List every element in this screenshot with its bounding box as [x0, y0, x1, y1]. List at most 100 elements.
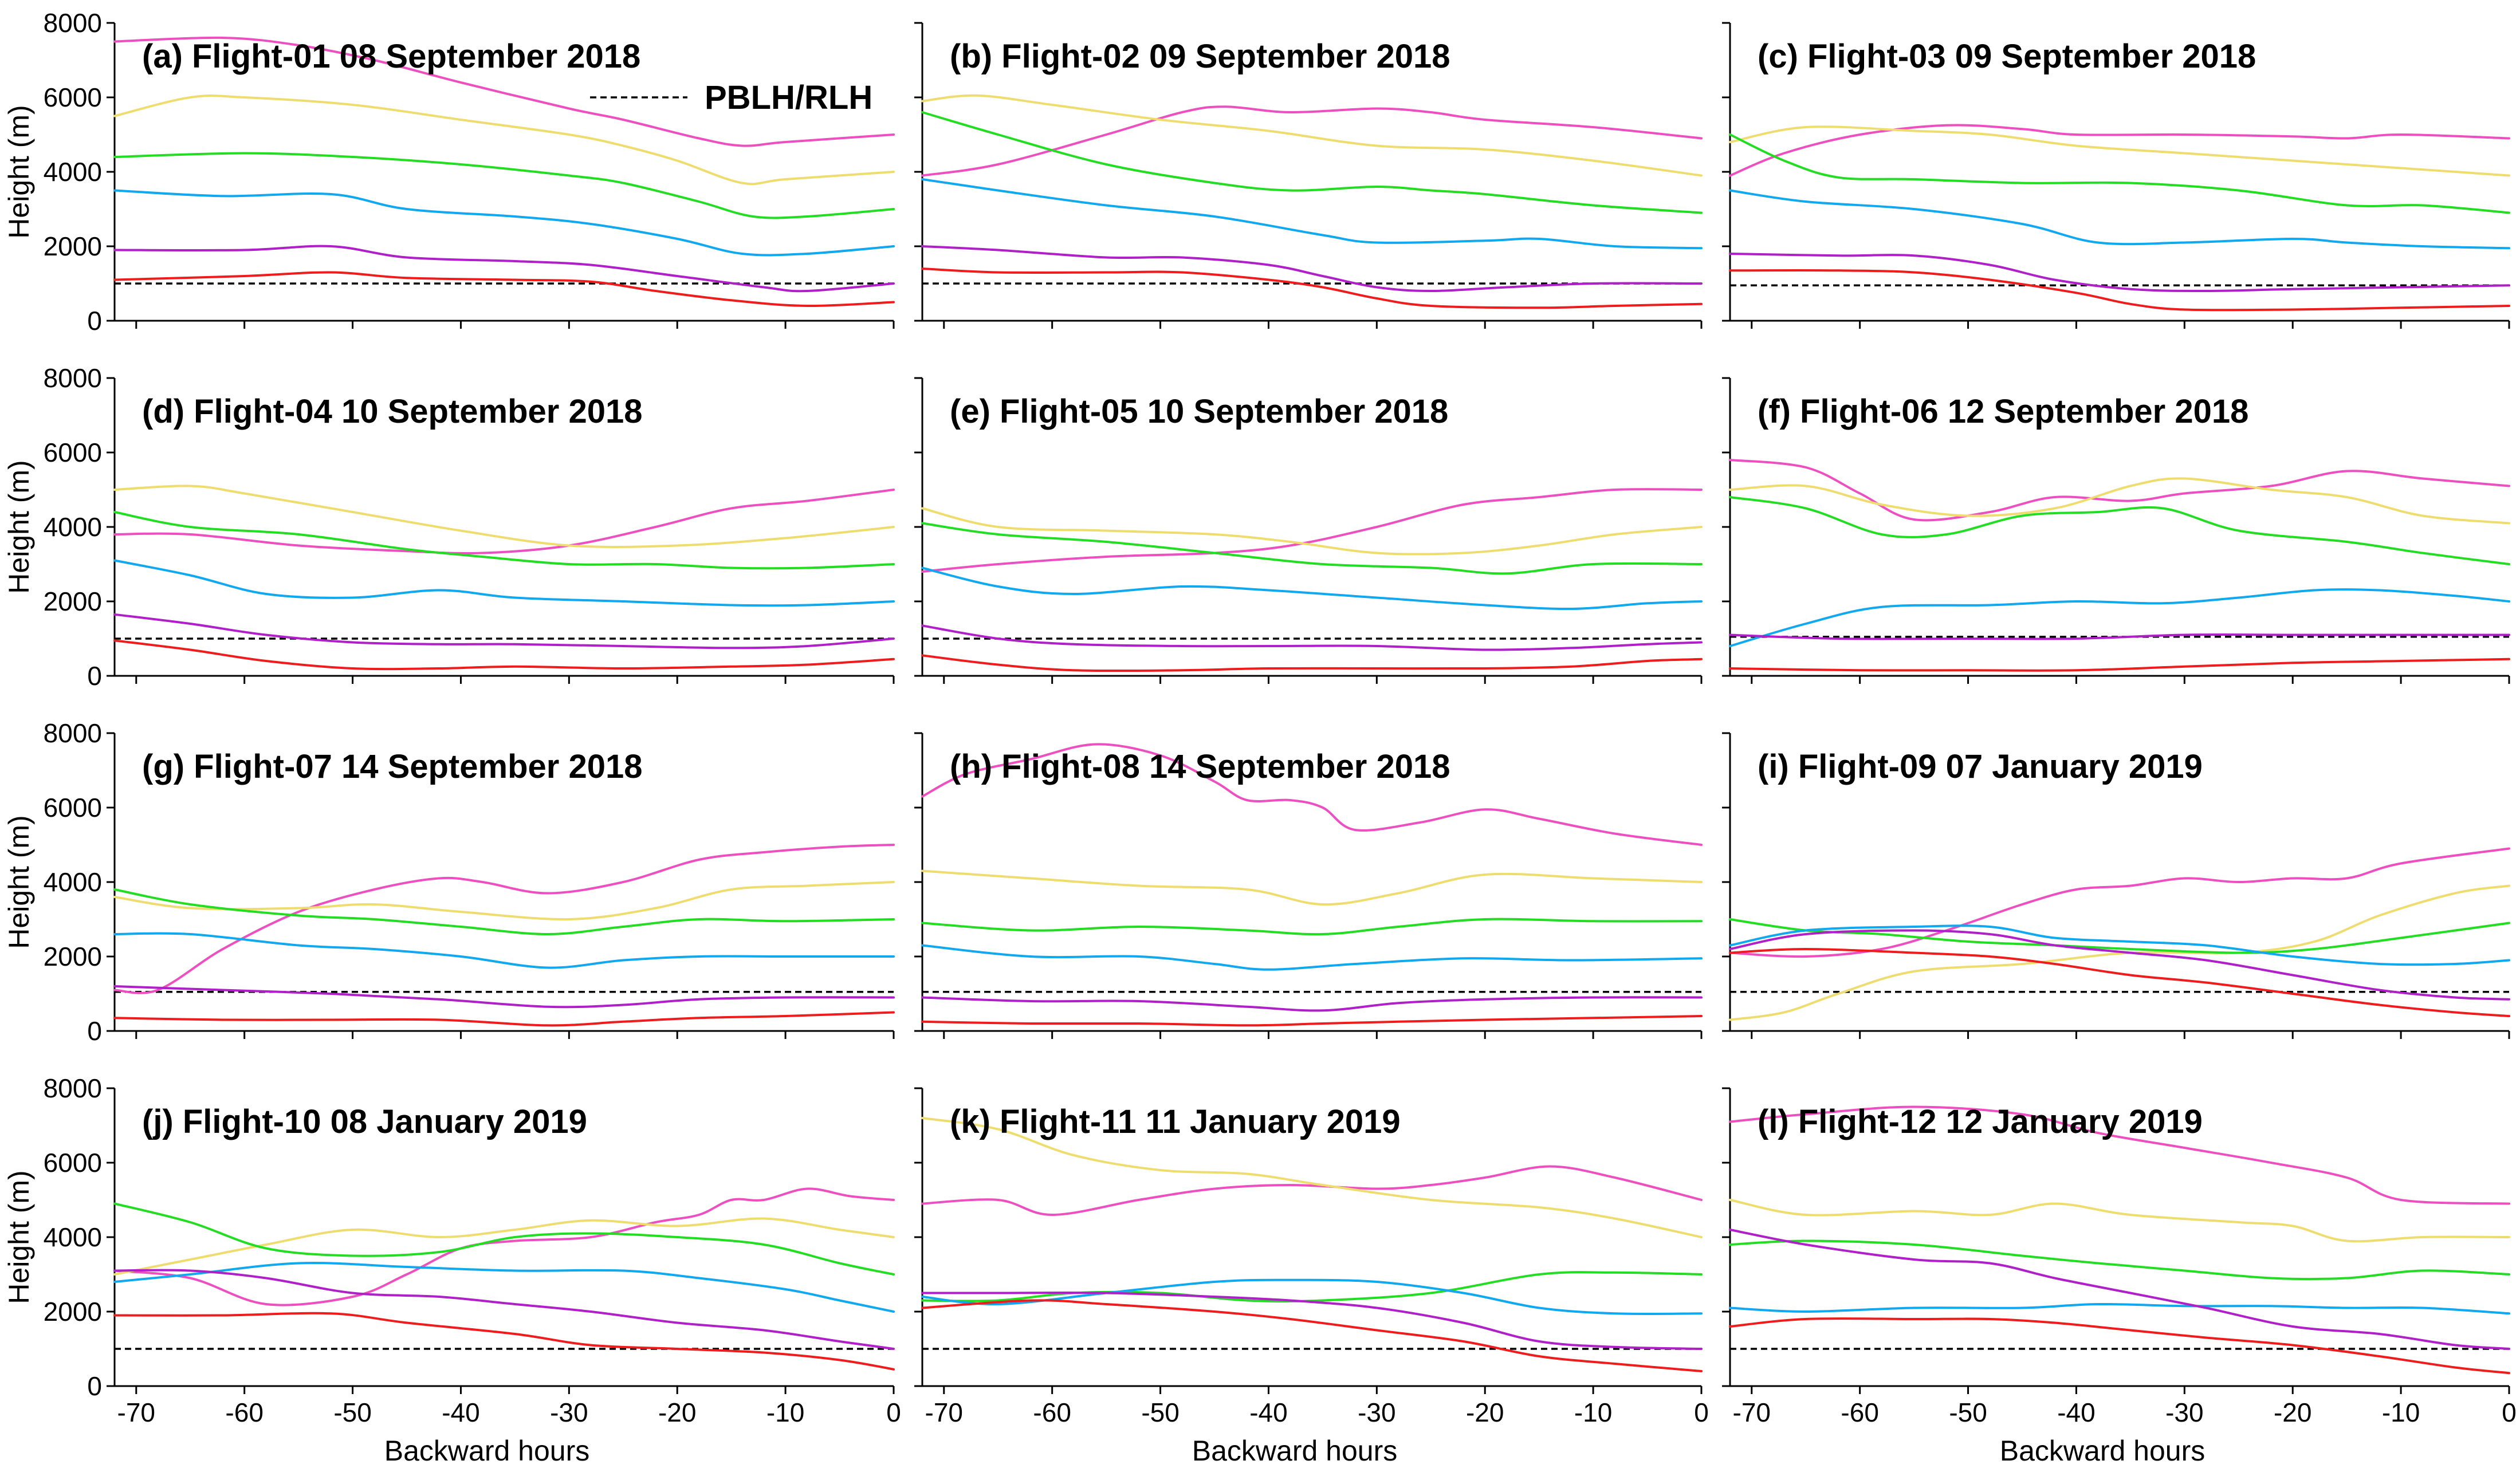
panel-title: (i) Flight-09 07 January 2019	[1758, 748, 2203, 785]
series-line-purple	[1729, 1229, 2510, 1350]
series-line-red	[921, 1015, 1703, 1027]
series-line-green	[113, 888, 895, 935]
series-line-magenta	[1729, 1105, 2510, 1205]
y-axis-title: Height (m)	[3, 1170, 35, 1304]
series-line-purple	[921, 245, 1703, 292]
series-line-green	[1729, 918, 2510, 954]
series-line-yellow	[921, 507, 1703, 556]
y-tick-label: 8000	[44, 1073, 102, 1103]
series-line-purple	[113, 245, 895, 293]
x-tick-label: -40	[442, 1398, 479, 1427]
series-line-blue	[921, 566, 1703, 611]
y-tick-label: 2000	[44, 587, 102, 616]
panel-k: -70 -60 -50 -40 -30 -20 -10 0 Backward hours (k) …	[914, 1087, 1709, 1467]
series-line-blue	[1729, 924, 2510, 966]
panel-h: (h) Flight-08 14 September 2018	[914, 732, 1703, 1039]
x-tick-label: 0	[1694, 1398, 1709, 1427]
panel-a: 0 2000 4000 6000 8000 Height (m) (a) Flight-01…	[3, 8, 895, 336]
series-line-purple	[1729, 929, 2510, 1001]
series-line-magenta	[1729, 124, 2510, 177]
panel-title: (c) Flight-03 09 September 2018	[1758, 38, 2256, 75]
series-line-red	[1729, 948, 2510, 1017]
series-line-blue	[1729, 588, 2510, 647]
series-line-yellow	[113, 1217, 895, 1276]
y-tick-label: 0	[87, 1371, 102, 1401]
series-line-purple	[1729, 253, 2510, 292]
x-tick-label: -30	[550, 1398, 588, 1427]
x-tick-label: -20	[1466, 1398, 1504, 1427]
series-line-red	[1729, 658, 2510, 672]
legend-label: PBLH/RLH	[705, 79, 872, 116]
y-tick-label: 4000	[44, 1222, 102, 1252]
series-line-red	[921, 267, 1703, 309]
panel-j: 0 2000 4000 6000 8000 -70 -60 -50 -40 -30 -20 -10 0 H…	[3, 1073, 901, 1467]
series-line-yellow	[921, 869, 1703, 906]
panel-title: (g) Flight-07 14 September 2018	[142, 748, 642, 785]
series-line-green	[1729, 496, 2510, 565]
series-line-red	[113, 1011, 895, 1027]
series-line-magenta	[113, 489, 895, 554]
panel-f: (f) Flight-06 12 September 2018	[1722, 377, 2510, 684]
panel-title: (e) Flight-05 10 September 2018	[950, 393, 1448, 430]
panel-title: (k) Flight-11 11 January 2019	[950, 1103, 1401, 1140]
x-tick-label: -10	[766, 1398, 804, 1427]
panel-l: -70 -60 -50 -40 -30 -20 -10 0 Backward hours (l) …	[1722, 1087, 2517, 1467]
series-line-blue	[113, 559, 895, 607]
series-line-yellow	[1729, 1199, 2510, 1243]
series-line-red	[113, 639, 895, 671]
series-line-magenta	[921, 743, 1703, 846]
series-line-green	[113, 152, 895, 219]
x-tick-label: -30	[1358, 1398, 1395, 1427]
x-tick-label: -40	[1249, 1398, 1287, 1427]
series-line-magenta	[921, 488, 1703, 573]
x-tick-label: -20	[2274, 1398, 2311, 1427]
y-tick-label: 8000	[44, 718, 102, 748]
x-tick-label: -70	[925, 1398, 963, 1427]
x-tick-label: 0	[2502, 1398, 2517, 1427]
series-line-green	[921, 522, 1703, 575]
panel-c: (c) Flight-03 09 September 2018	[1722, 22, 2510, 329]
x-tick-label: -50	[1949, 1398, 1987, 1427]
x-tick-label: -60	[225, 1398, 263, 1427]
series-line-purple	[921, 1292, 1703, 1350]
series-line-magenta	[113, 1187, 895, 1306]
x-tick-label: -50	[1141, 1398, 1179, 1427]
x-tick-label: 0	[886, 1398, 901, 1427]
y-tick-label: 4000	[44, 867, 102, 897]
y-tick-label: 6000	[44, 438, 102, 467]
panel-title: (j) Flight-10 08 January 2019	[142, 1103, 587, 1140]
series-line-purple	[113, 613, 895, 650]
y-tick-label: 2000	[44, 231, 102, 261]
x-tick-label: -50	[333, 1398, 371, 1427]
panel-b: (b) Flight-02 09 September 2018	[914, 22, 1703, 329]
x-tick-label: -70	[117, 1398, 155, 1427]
series-line-green	[921, 918, 1703, 936]
y-tick-label: 6000	[44, 82, 102, 112]
series-line-purple	[113, 1269, 895, 1350]
y-tick-label: 8000	[44, 8, 102, 38]
series-line-yellow	[113, 95, 895, 186]
series-line-red	[113, 271, 895, 308]
y-axis-title: Height (m)	[3, 815, 35, 948]
x-tick-label: -40	[2057, 1398, 2095, 1427]
series-line-blue	[921, 944, 1703, 971]
panel-e: (e) Flight-05 10 September 2018	[914, 377, 1703, 684]
series-line-green	[1729, 1239, 2510, 1281]
series-line-red	[113, 1312, 895, 1371]
series-line-magenta	[921, 105, 1703, 177]
series-line-red	[921, 1299, 1703, 1372]
series-line-red	[921, 654, 1703, 672]
series-line-purple	[921, 996, 1703, 1012]
y-tick-label: 0	[87, 661, 102, 691]
panel-title: (b) Flight-02 09 September 2018	[950, 38, 1450, 75]
series-line-yellow	[921, 1117, 1703, 1238]
x-tick-label: -10	[2382, 1398, 2420, 1427]
x-tick-label: -20	[658, 1398, 696, 1427]
series-line-purple	[1729, 633, 2510, 640]
series-line-yellow	[1729, 477, 2510, 525]
series-line-blue	[113, 1262, 895, 1313]
y-tick-label: 6000	[44, 1148, 102, 1178]
series-line-green	[1729, 133, 2510, 214]
series-line-purple	[921, 624, 1703, 651]
series-line-yellow	[113, 485, 895, 548]
